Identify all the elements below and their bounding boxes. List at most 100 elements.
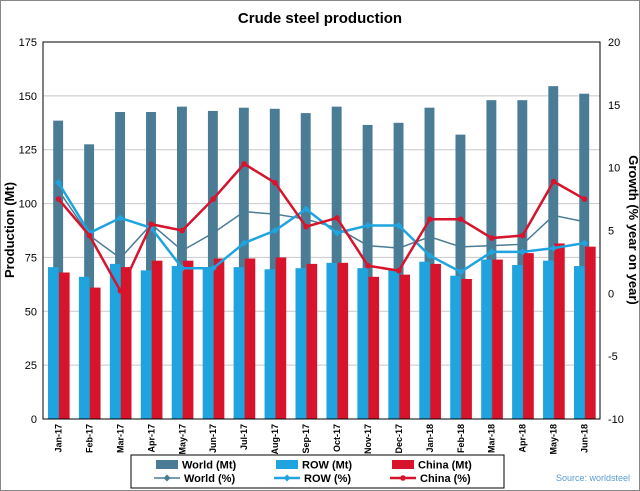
point — [427, 216, 433, 222]
legend-swatch — [156, 460, 178, 469]
y-left-tick-label: 25 — [25, 360, 37, 372]
source-note: Source: worldsteel — [556, 473, 630, 483]
y-left-tick-label: 50 — [25, 306, 37, 318]
y-right-tick-label: 20 — [608, 37, 620, 49]
bar-china — [523, 253, 534, 419]
x-tick-label: Oct-17 — [332, 424, 342, 452]
bar-row — [109, 263, 121, 419]
y-axis-right: -10 -5 0 5 10 15 20 — [608, 37, 624, 426]
point — [426, 233, 433, 240]
legend-box — [130, 454, 505, 489]
point — [488, 235, 495, 241]
bar-world — [238, 107, 249, 419]
point — [457, 268, 465, 276]
point — [426, 252, 434, 260]
bar-china — [554, 243, 565, 419]
bar-row — [171, 266, 183, 419]
bar-world — [517, 100, 528, 419]
y-left-tick-label: 125 — [19, 145, 37, 157]
point — [457, 243, 464, 250]
bar-row — [357, 268, 368, 419]
x-tick-label: Mar-18 — [487, 424, 497, 453]
point — [210, 230, 217, 237]
point — [209, 264, 217, 272]
point — [117, 288, 124, 294]
x-axis: Jan-17 Feb-17 Mar-17 Apr-17 May-17 Jun-17 Jul-… — [53, 424, 589, 455]
point — [364, 242, 371, 249]
y-axis-left: 0 25 50 75 100 125 150 175 — [19, 37, 37, 426]
x-tick-label: Feb-18 — [456, 424, 466, 453]
bar-china — [337, 262, 349, 419]
bar-row — [295, 268, 307, 419]
point — [303, 223, 309, 230]
y-axis-right-label: Growth (% year on year) — [626, 155, 640, 305]
bar-row — [481, 259, 492, 419]
bar-china — [151, 260, 163, 419]
bar-row — [140, 270, 152, 419]
point — [333, 229, 341, 237]
bar-china — [492, 259, 503, 419]
bar-china — [120, 267, 132, 419]
bar-china — [275, 257, 287, 419]
point — [519, 241, 526, 248]
legend-marker — [400, 475, 406, 481]
x-tick-label: Aug-17 — [270, 424, 280, 455]
point — [519, 232, 526, 239]
bar-china — [399, 274, 411, 419]
y-left-tick-label: 0 — [31, 414, 37, 426]
point — [117, 255, 124, 262]
bar-world — [207, 110, 218, 420]
y-right-tick-label: -10 — [608, 414, 624, 426]
point — [178, 264, 186, 272]
x-tick-label: Feb-17 — [84, 424, 94, 453]
bar-world — [269, 108, 280, 419]
point — [334, 215, 340, 221]
legend: World (Mt) ROW (Mt) China (Mt) World (%) ROW… — [130, 454, 505, 489]
legend-label: ROW (%) — [304, 473, 351, 485]
x-tick-label: May-18 — [549, 424, 559, 455]
point — [272, 179, 278, 186]
bar-row — [388, 269, 399, 419]
point — [302, 205, 310, 213]
point — [519, 248, 527, 256]
y-right-tick-label: 15 — [608, 100, 620, 112]
legend-marker — [283, 474, 291, 482]
point — [241, 208, 248, 215]
y-left-tick-label: 75 — [25, 252, 37, 264]
bar-china — [585, 246, 596, 419]
point — [116, 214, 124, 222]
lines — [54, 161, 589, 294]
point — [395, 245, 402, 252]
point — [396, 267, 402, 274]
x-tick-label: May-17 — [177, 424, 187, 455]
bar-china — [244, 258, 256, 419]
plot-area — [42, 41, 601, 420]
x-tick-label: Jul-17 — [239, 424, 249, 450]
x-tick-label: Dec-17 — [394, 424, 404, 454]
point — [86, 232, 93, 239]
x-tick-label: Jun-18 — [580, 424, 590, 453]
bar-row — [574, 266, 585, 419]
legend-label: World (Mt) — [182, 460, 237, 472]
bar-row — [202, 267, 214, 419]
bars — [47, 86, 596, 420]
point — [55, 196, 62, 202]
point — [581, 218, 588, 225]
line-china- — [57, 162, 586, 294]
bar-row — [543, 260, 554, 419]
y-right-tick-label: -5 — [608, 351, 618, 363]
y-right-tick-label: 5 — [608, 226, 614, 238]
bar-world — [146, 112, 156, 419]
bar-china — [90, 287, 101, 419]
point — [488, 242, 495, 249]
bar-row — [78, 276, 90, 419]
bar-row — [47, 267, 59, 419]
point — [271, 227, 279, 234]
y-right-tick-label: 0 — [608, 288, 614, 300]
x-tick-label: Apr-18 — [518, 424, 528, 453]
legend-label: World (%) — [184, 473, 235, 485]
point — [457, 216, 464, 222]
point — [179, 247, 186, 254]
point — [54, 179, 62, 187]
point — [148, 221, 155, 228]
